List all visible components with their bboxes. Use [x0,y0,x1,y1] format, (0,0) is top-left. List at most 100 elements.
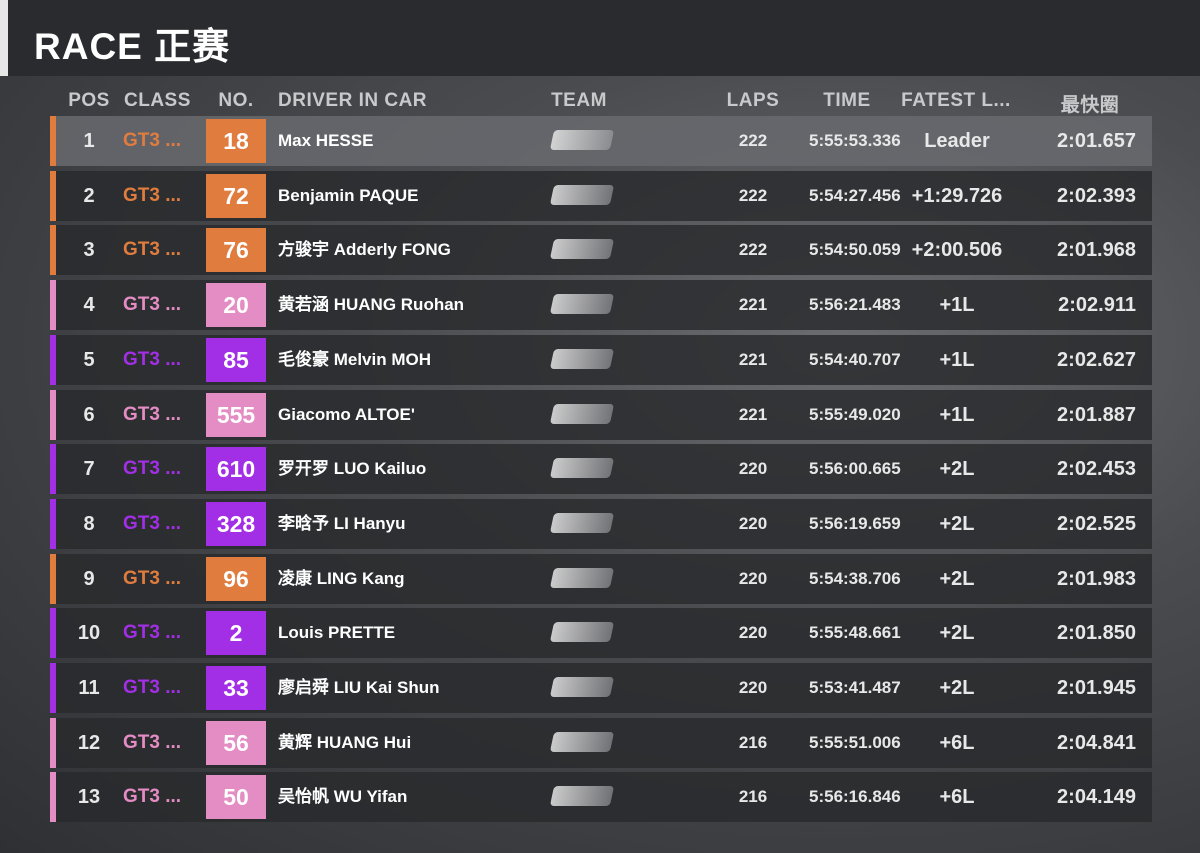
laps: 220 [738,568,768,588]
team-logo [549,403,615,424]
result-row: 12 GT3 ... 56 黄辉 HUANG Hui 216 5:55:51.006 +6L… [50,717,1152,768]
position: 7 [83,458,95,481]
laps: 220 [738,459,768,479]
laps: 220 [738,678,768,697]
driver: 方骏宇 Adderly FONG [278,240,451,260]
car-number: 56 [206,720,266,765]
result-row: 6 GT3 ... 555 Giacomo ALTOE' 221 5:55:49.020 +… [50,389,1152,440]
class-stripe [50,334,56,385]
driver: Louis PRETTE [278,623,396,643]
accent-strip [0,0,8,76]
best-lap: 2:02.627 [1057,348,1136,371]
driver: 黄辉 HUANG Hui [278,732,412,752]
result-row: 5 GT3 ... 85 毛俊豪 Melvin MOH 221 5:54:40.707 +1… [50,334,1152,385]
total-time: 5:54:38.706 [809,568,901,588]
class-stripe [50,553,56,604]
class: GT3 ... [123,786,182,808]
result-row: 8 GT3 ... 328 李晗予 LI Hanyu 220 5:56:19.659 +2L… [50,498,1152,549]
laps: 220 [738,513,768,533]
total-time: 5:55:48.661 [809,623,901,643]
driver: 黄若涵 HUANG Ruohan [278,295,465,315]
gap: +1:29.726 [911,184,1003,207]
result-row: 3 GT3 ... 76 方骏宇 Adderly FONG 222 5:54:50.059… [50,225,1152,276]
class: GT3 ... [123,458,182,480]
laps: 220 [738,623,768,643]
total-time: 5:55:49.020 [809,404,901,424]
laps: 222 [738,185,768,205]
driver: 毛俊豪 Melvin MOH [278,349,432,369]
laps: 216 [738,787,768,807]
class: GT3 ... [123,567,182,589]
driver: 罗开罗 LUO Kailuo [278,459,427,479]
class-stripe [50,498,56,549]
team-logo [549,458,615,479]
driver: 凌康 LING Kang [278,568,405,588]
best-lap: 2:02.911 [1058,294,1136,317]
team-logo [549,731,615,752]
best-lap: 2:02.393 [1057,184,1136,207]
team-logo [549,567,615,588]
best-lap: 2:01.657 [1057,130,1136,152]
gap: +2L [939,512,975,535]
car-number: 555 [206,392,266,437]
gap: +2L [939,622,975,645]
total-time: 5:54:27.456 [809,185,901,205]
gap: +2L [939,677,975,699]
column-header: 最快圈 [1060,95,1120,116]
laps: 222 [738,131,768,150]
laps: 221 [738,349,768,369]
laps: 221 [738,404,768,424]
position: 11 [78,677,100,699]
driver: Max HESSE [278,131,374,150]
driver: 吴怡帆 WU Yifan [278,787,408,807]
position: 2 [83,184,95,207]
class-stripe [50,663,56,713]
class: GT3 ... [123,348,182,370]
result-row: 13 GT3 ... 50 吴怡帆 WU Yifan 216 5:56:16.846 +6L… [50,772,1152,823]
class-stripe [50,116,56,166]
class: GT3 ... [123,294,182,316]
class-stripe [50,170,56,221]
position: 6 [83,403,95,426]
column-header: FATEST L... [901,90,1011,111]
class-stripe [50,772,56,823]
title-bar: RACE 正赛 [0,0,1200,76]
result-row: 11 GT3 ... 33 廖启舜 LIU Kai Shun 220 5:53:41.48… [50,663,1152,713]
car-number: 96 [206,556,266,601]
team-logo [549,348,615,369]
gap: +1L [939,403,975,426]
total-time: 5:56:19.659 [809,513,901,533]
gap: Leader [924,130,990,152]
gap: +2L [939,458,975,481]
position: 8 [83,512,95,535]
driver: Giacomo ALTOE' [278,404,415,424]
car-number: 18 [206,119,266,163]
class: GT3 ... [123,239,182,261]
best-lap: 2:02.525 [1057,512,1136,535]
column-header: CLASS [124,90,191,111]
result-row: 7 GT3 ... 610 罗开罗 LUO Kailuo 220 5:56:00.665 +… [50,444,1152,495]
gap: +1L [939,348,975,371]
car-number: 328 [206,501,266,546]
class: GT3 ... [123,184,182,206]
title: RACE 正赛 [34,26,231,67]
position: 5 [83,348,95,371]
position: 4 [83,294,95,317]
best-lap: 2:01.850 [1057,622,1136,645]
best-lap: 2:04.149 [1057,786,1136,809]
column-header: LAPS [726,90,780,111]
gap: +2L [939,567,975,590]
result-row: 10 GT3 ... 2 Louis PRETTE 220 5:55:48.661 +2L 2… [50,608,1152,659]
class-stripe [50,608,56,659]
position: 10 [77,622,101,645]
column-header: NO. [218,90,254,111]
car-number: 85 [206,337,266,382]
team-logo [549,294,615,315]
column-header: DRIVER IN CAR [278,90,428,111]
result-row: 1 GT3 ... 18 Max HESSE 222 5:55:53.336 Leader 2… [50,116,1152,166]
class: GT3 ... [123,622,182,644]
team-logo [549,677,615,697]
gap: +6L [939,786,975,809]
best-lap: 2:01.968 [1057,239,1136,262]
